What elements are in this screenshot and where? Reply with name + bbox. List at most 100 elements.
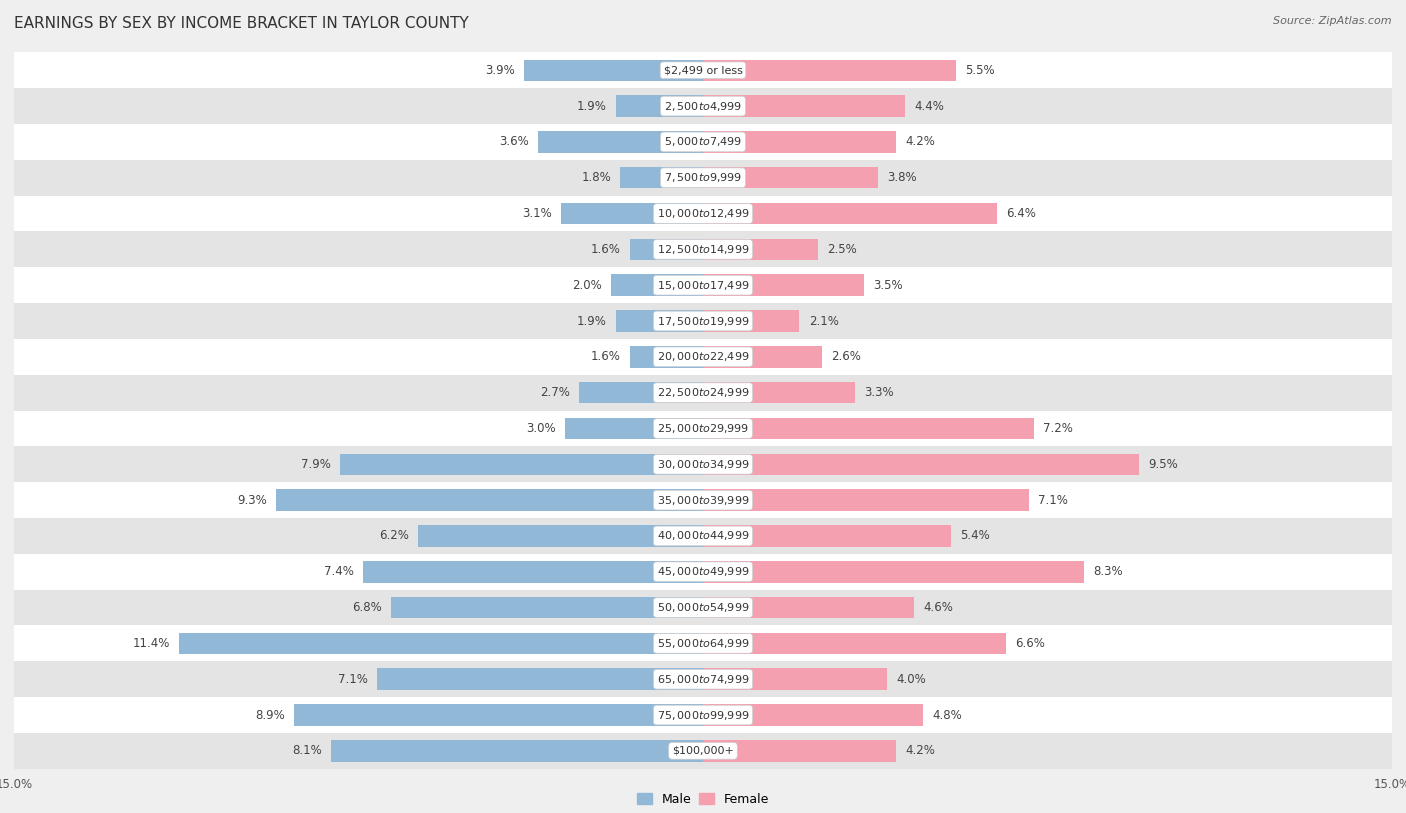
Text: 9.3%: 9.3% [238,493,267,506]
Bar [703,633,1007,654]
Bar [703,382,855,403]
Text: 8.1%: 8.1% [292,745,322,758]
Bar [565,418,703,439]
Text: 2.5%: 2.5% [827,243,856,256]
Bar [703,346,823,367]
Text: $15,000 to $17,499: $15,000 to $17,499 [657,279,749,292]
Text: 5.5%: 5.5% [965,63,994,76]
Text: $12,500 to $14,999: $12,500 to $14,999 [657,243,749,256]
Text: 7.9%: 7.9% [301,458,330,471]
Text: 7.4%: 7.4% [323,565,354,578]
Text: 6.4%: 6.4% [1007,207,1036,220]
Text: EARNINGS BY SEX BY INCOME BRACKET IN TAYLOR COUNTY: EARNINGS BY SEX BY INCOME BRACKET IN TAY… [14,16,468,31]
Text: 4.4%: 4.4% [914,99,945,112]
Text: 11.4%: 11.4% [132,637,170,650]
Text: $55,000 to $64,999: $55,000 to $64,999 [657,637,749,650]
Bar [377,668,703,690]
Text: 6.6%: 6.6% [1015,637,1045,650]
Text: 4.2%: 4.2% [905,136,935,149]
Bar [703,95,905,117]
Text: 6.2%: 6.2% [380,529,409,542]
Bar [14,339,1392,375]
Bar [14,196,1392,232]
Bar [14,303,1392,339]
Bar [363,561,703,582]
Bar [14,697,1392,733]
Text: $7,500 to $9,999: $7,500 to $9,999 [664,172,742,185]
Text: 1.9%: 1.9% [576,315,606,328]
Bar [276,489,703,511]
Text: 6.8%: 6.8% [352,601,381,614]
Bar [620,167,703,189]
Bar [14,267,1392,303]
Bar [630,239,703,260]
Bar [703,239,818,260]
Bar [703,418,1033,439]
Text: 9.5%: 9.5% [1149,458,1178,471]
Bar [703,167,877,189]
Text: 5.4%: 5.4% [960,529,990,542]
Text: $25,000 to $29,999: $25,000 to $29,999 [657,422,749,435]
Text: $45,000 to $49,999: $45,000 to $49,999 [657,565,749,578]
Bar [703,311,800,332]
Text: 2.6%: 2.6% [831,350,862,363]
Bar [537,131,703,153]
Text: 4.2%: 4.2% [905,745,935,758]
Text: 4.6%: 4.6% [924,601,953,614]
Bar [294,704,703,726]
Text: 4.0%: 4.0% [896,672,925,685]
Bar [14,625,1392,661]
Bar [14,554,1392,589]
Text: 4.8%: 4.8% [932,709,962,722]
Text: $75,000 to $99,999: $75,000 to $99,999 [657,709,749,722]
Bar [14,88,1392,124]
Text: 3.5%: 3.5% [873,279,903,292]
Text: $100,000+: $100,000+ [672,746,734,756]
Text: $50,000 to $54,999: $50,000 to $54,999 [657,601,749,614]
Bar [14,446,1392,482]
Bar [612,275,703,296]
Bar [703,275,863,296]
Text: 1.9%: 1.9% [576,99,606,112]
Bar [630,346,703,367]
Bar [703,202,997,224]
Bar [14,160,1392,196]
Text: 2.1%: 2.1% [808,315,838,328]
Text: 1.6%: 1.6% [591,243,620,256]
Bar [391,597,703,619]
Bar [703,131,896,153]
Text: $22,500 to $24,999: $22,500 to $24,999 [657,386,749,399]
Bar [14,661,1392,697]
Bar [418,525,703,546]
Text: 1.6%: 1.6% [591,350,620,363]
Text: 3.8%: 3.8% [887,172,917,185]
Text: $35,000 to $39,999: $35,000 to $39,999 [657,493,749,506]
Bar [703,597,914,619]
Bar [14,375,1392,411]
Bar [524,59,703,81]
Bar [703,525,950,546]
Bar [14,518,1392,554]
Text: 1.8%: 1.8% [582,172,612,185]
Bar [579,382,703,403]
Bar [703,561,1084,582]
Bar [616,95,703,117]
Text: 3.0%: 3.0% [526,422,555,435]
Text: 8.9%: 8.9% [256,709,285,722]
Text: 3.1%: 3.1% [522,207,551,220]
Bar [703,668,887,690]
Bar [14,52,1392,88]
Text: 7.1%: 7.1% [1038,493,1069,506]
Bar [340,454,703,475]
Bar [14,733,1392,769]
Bar [561,202,703,224]
Text: 3.6%: 3.6% [499,136,529,149]
Text: 3.3%: 3.3% [863,386,893,399]
Text: 8.3%: 8.3% [1094,565,1123,578]
Bar [14,411,1392,446]
Bar [703,740,896,762]
Text: $5,000 to $7,499: $5,000 to $7,499 [664,136,742,149]
Bar [14,232,1392,267]
Text: 2.7%: 2.7% [540,386,569,399]
Text: $2,500 to $4,999: $2,500 to $4,999 [664,99,742,112]
